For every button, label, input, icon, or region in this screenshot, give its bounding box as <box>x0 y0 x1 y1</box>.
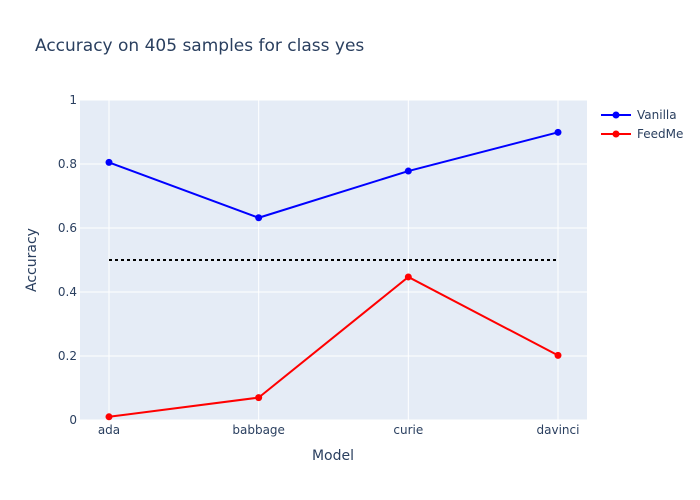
data-point-vanilla-curie <box>404 167 412 175</box>
y-axis-title: Accuracy <box>24 228 40 292</box>
legend-label-vanilla: Vanilla <box>637 108 677 122</box>
gridlines <box>80 99 587 421</box>
series-line-vanilla <box>108 131 559 219</box>
data-point-feedme-curie <box>404 273 412 281</box>
legend[interactable]: Vanilla FeedMe <box>601 108 683 141</box>
x-tick-label: davinci <box>537 423 580 437</box>
x-axis-title: Model <box>312 448 354 464</box>
x-tick-label: ada <box>98 423 120 437</box>
legend-marker-vanilla <box>612 111 620 119</box>
y-tick-label: 0.2 <box>58 349 77 363</box>
data-point-vanilla-ada <box>105 158 113 166</box>
data-point-feedme-ada <box>105 413 113 421</box>
x-tick-label: babbage <box>232 423 285 437</box>
y-tick-label: 0 <box>69 413 77 427</box>
data-point-vanilla-babbage <box>255 214 263 222</box>
series-layer <box>105 128 562 421</box>
y-tick-label: 0.8 <box>58 157 77 171</box>
x-tick-label: curie <box>393 423 423 437</box>
legend-label-feedme: FeedMe <box>637 127 683 141</box>
y-tick-label: 1 <box>69 93 77 107</box>
series-vanilla <box>105 128 562 222</box>
legend-item-feedme[interactable]: FeedMe <box>601 127 683 141</box>
data-point-feedme-davinci <box>554 351 562 359</box>
data-point-vanilla-davinci <box>554 128 562 136</box>
data-point-feedme-babbage <box>255 394 263 402</box>
y-tick-label: 0.4 <box>58 285 77 299</box>
y-tick-label: 0.6 <box>58 221 77 235</box>
tick-labels: ada babbage curie davinci 0 0.2 0.4 0.6 0.8 1 <box>58 93 580 437</box>
chart-title: Accuracy on 405 samples for class yes <box>35 36 364 56</box>
series-feedme <box>105 273 562 421</box>
series-line-feedme <box>108 275 559 418</box>
legend-marker-feedme <box>612 130 620 138</box>
legend-item-vanilla[interactable]: Vanilla <box>601 108 677 122</box>
